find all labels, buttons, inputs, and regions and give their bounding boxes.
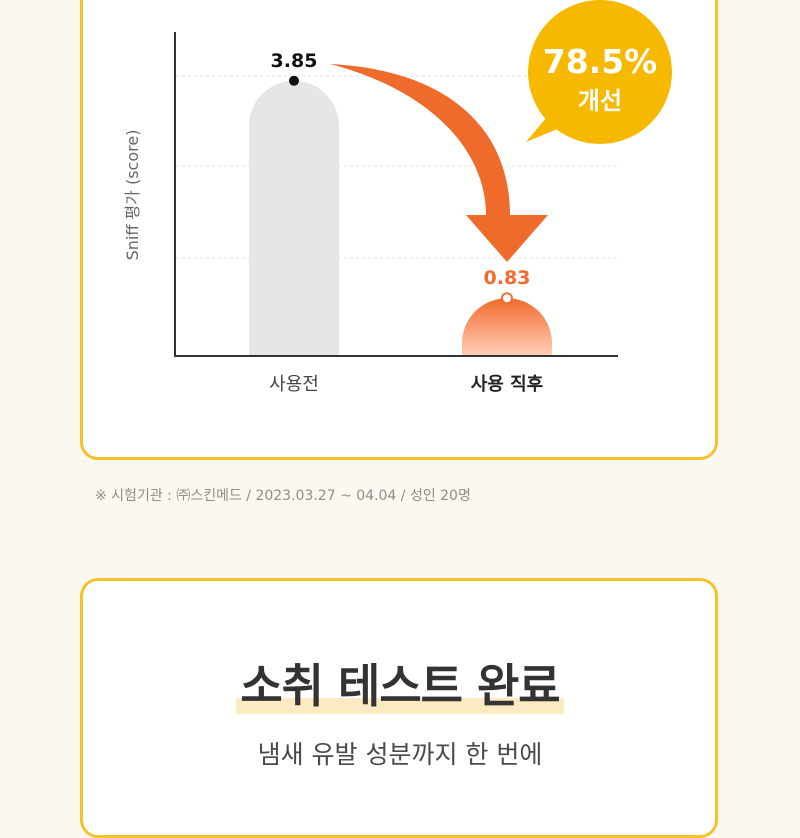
test-note: ※ 시험기관 : ㈜스킨메드 / 2023.03.27 ~ 04.04 / 성인… bbox=[95, 488, 471, 504]
section-title: 소취 테스트 완료 bbox=[240, 659, 560, 713]
category-label: 사용 직후 bbox=[471, 374, 544, 395]
improvement-text: 개선 bbox=[578, 87, 622, 115]
heading-block: 소취 테스트 완료 bbox=[236, 650, 564, 716]
heading-highlight bbox=[236, 698, 564, 714]
improvement-percent: 78.5% bbox=[543, 42, 658, 81]
section-heading: 소취 테스트 완료 bbox=[0, 650, 800, 716]
sniff-chart: Sniff 평가 (score) 3.85 사용전 0.83 사용 직후 78.5% … bbox=[123, 0, 672, 395]
y-axis-label: Sniff 평가 (score) bbox=[123, 130, 142, 261]
improvement-arrow bbox=[330, 64, 548, 262]
bar-after bbox=[462, 298, 552, 356]
category-label: 사용전 bbox=[269, 374, 319, 395]
improvement-badge: 78.5% 개선 bbox=[526, 0, 672, 144]
point-after bbox=[501, 292, 513, 305]
bar-before bbox=[249, 80, 339, 357]
point-before bbox=[289, 75, 299, 86]
value-label: 3.85 bbox=[271, 50, 318, 72]
section-subtitle: 냄새 유발 성분까지 한 번에 bbox=[257, 740, 543, 769]
value-label: 0.83 bbox=[484, 267, 531, 289]
